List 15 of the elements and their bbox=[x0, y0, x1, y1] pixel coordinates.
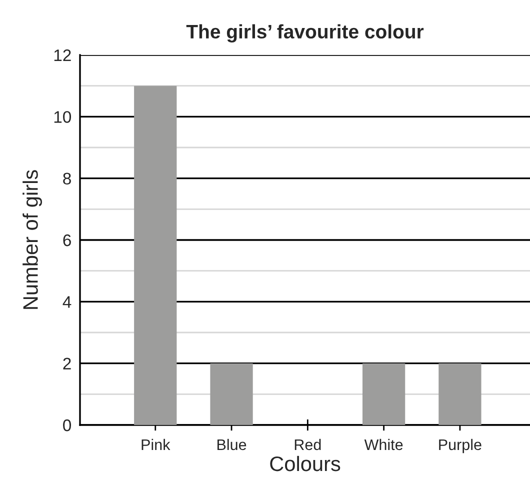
x-tick-label: Blue bbox=[217, 438, 246, 450]
y-axis-title: Number of girls bbox=[22, 170, 42, 309]
y-tick-label: 2 bbox=[63, 358, 71, 370]
x-tick-label: Pink bbox=[142, 438, 170, 450]
y-tick-label: 4 bbox=[62, 296, 72, 308]
x-axis-title: Colours bbox=[270, 456, 340, 472]
x-tick-label: Purple bbox=[439, 438, 482, 454]
y-tick-label: 12 bbox=[54, 49, 71, 62]
y-tick-label: 8 bbox=[63, 172, 71, 185]
chart-title: The girls’ favourite colour bbox=[186, 24, 424, 42]
y-tick-label: 6 bbox=[63, 234, 71, 246]
x-tick-label: White bbox=[364, 438, 403, 450]
x-tick-label: Red bbox=[294, 438, 321, 450]
y-tick-label: 0 bbox=[63, 419, 72, 432]
y-tick-label: 10 bbox=[54, 111, 72, 123]
